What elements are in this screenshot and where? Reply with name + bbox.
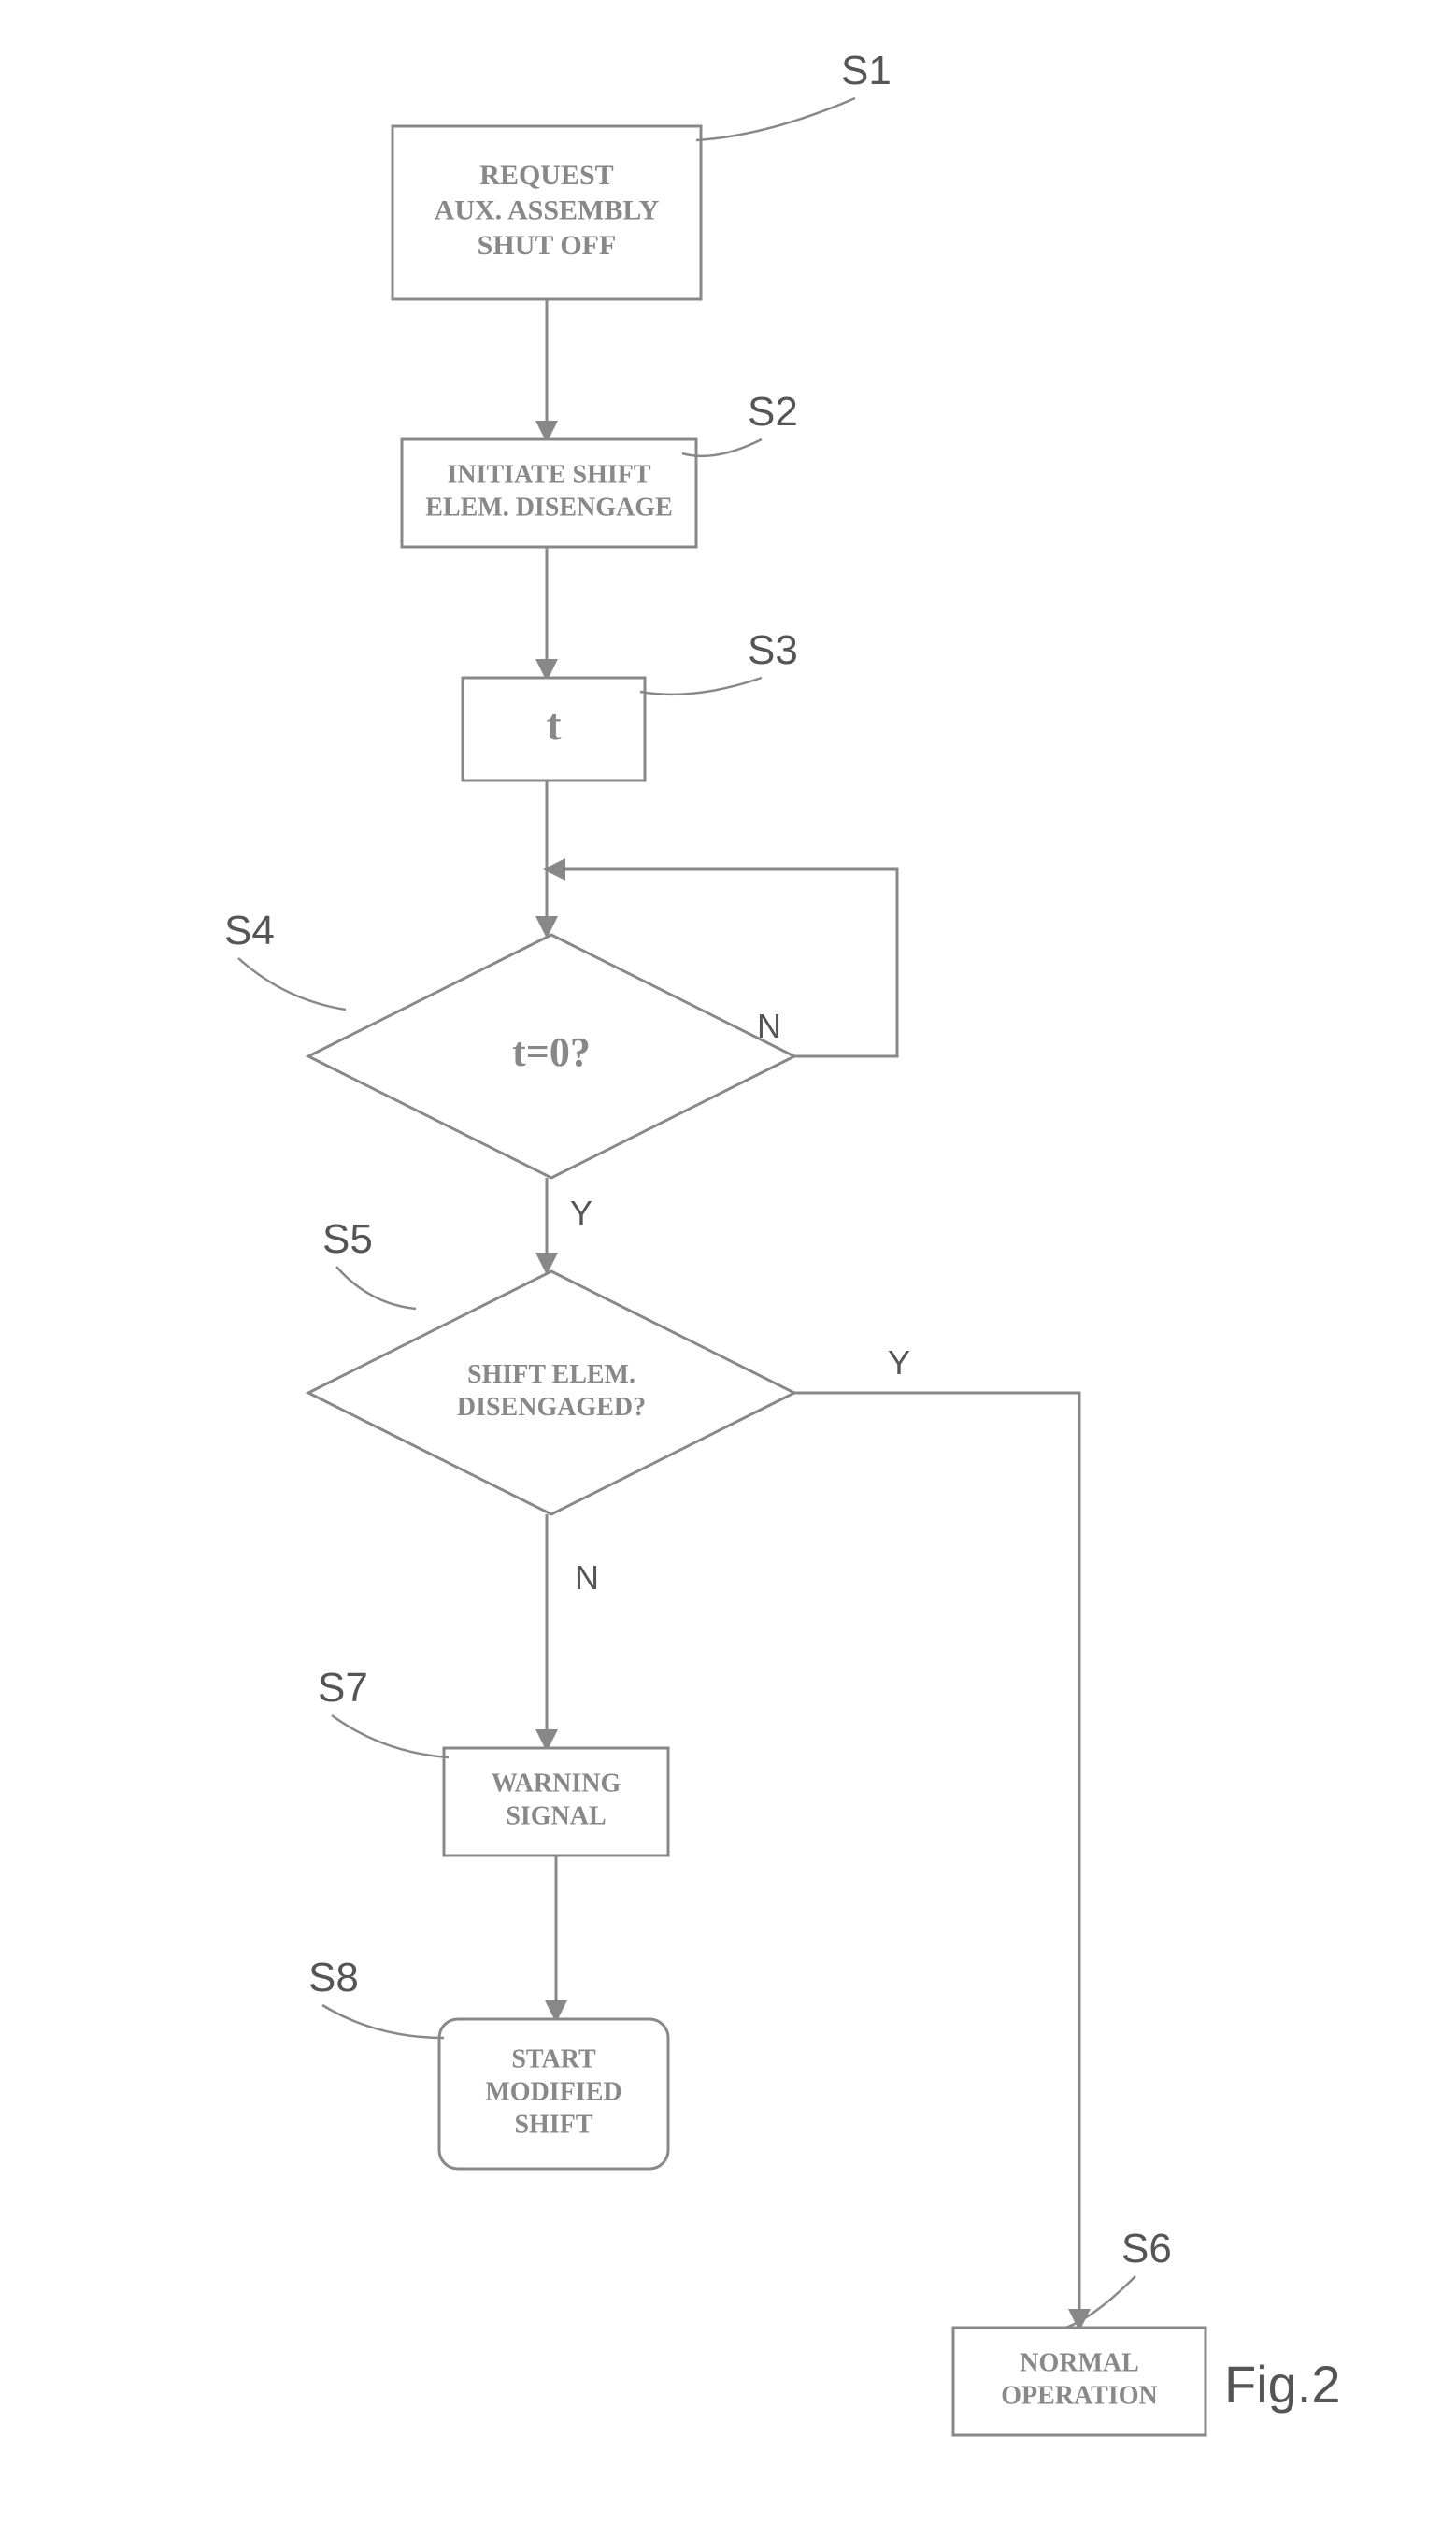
node-text: START [511,2044,596,2073]
node-text: OPERATION [1001,2381,1158,2410]
node-text: t [547,700,562,750]
node-text: REQUEST [479,160,613,191]
leader-line [640,678,762,695]
leader-line [332,1715,449,1757]
edge-label-s4_y: Y [570,1194,592,1232]
flow-edge [794,1393,1079,2328]
node-text: SHIFT [514,2110,592,2139]
node-text: t=0? [512,1029,591,1075]
node-text: SHUT OFF [478,230,617,261]
leader-line [1065,2276,1135,2328]
node-text: INITIATE SHIFT [447,460,650,489]
edge-label-s5_y: Y [888,1343,910,1382]
leader-line [336,1267,416,1309]
step-label-s2: S2 [748,389,798,435]
leader-line [322,2005,444,2038]
step-label-s3: S3 [748,627,798,673]
step-label-s1: S1 [841,48,892,93]
step-label-s8: S8 [308,1955,359,2000]
node-text: SIGNAL [506,1801,606,1830]
step-label-s7: S7 [318,1665,368,1711]
node-text: NORMAL [1020,2348,1139,2377]
edge-label-s4_n: N [757,1007,781,1045]
node-text: WARNING [492,1769,621,1798]
step-label-s6: S6 [1121,2226,1172,2272]
node-text: DISENGAGED? [457,1393,646,1422]
edge-label-s5_n: N [575,1558,599,1597]
node-text: MODIFIED [485,2077,621,2106]
step-label-s5: S5 [322,1216,373,1262]
node-text: ELEM. DISENGAGE [425,493,673,522]
figure-label: Fig.2 [1224,2355,1341,2414]
step-label-s4: S4 [224,908,275,953]
leader-line [696,98,855,140]
node-text: SHIFT ELEM. [467,1360,635,1389]
leader-line [238,958,346,1010]
node-text: AUX. ASSEMBLY [435,194,660,225]
